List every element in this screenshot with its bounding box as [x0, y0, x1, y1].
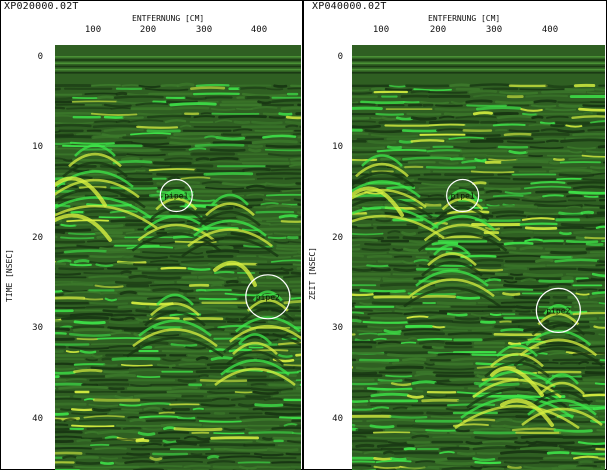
y-tick-label: 20 [332, 233, 343, 243]
y-tick-label: 40 [32, 414, 43, 424]
pipe-marker-label: pipe2 [256, 293, 280, 302]
pipe-marker: pipe1 [446, 178, 480, 213]
y-tick-label: 10 [32, 142, 43, 152]
radargram-panel-left: XP020000.02T ENTFERNUNG [CM] 100 200 300… [0, 0, 303, 470]
pipe-marker-circle [535, 287, 581, 333]
y-tick-label: 30 [332, 323, 343, 333]
file-id-label: XP040000.02T [312, 1, 387, 12]
radargram-plot-right: pipe1 pipe2 [352, 45, 605, 470]
pipe-marker-label: pipe1 [164, 191, 188, 200]
radargram-image: pipe1 pipe2 [55, 45, 301, 470]
radargram-image: pipe1 pipe2 [352, 45, 605, 470]
y-axis-title: TIME [NSEC] [5, 249, 14, 302]
pipe-marker-circle [446, 178, 480, 213]
radargram-panel-right: XP040000.02T ENTFERNUNG [CM] 100 200 300… [304, 0, 607, 470]
pipe-marker-label: pipe2 [546, 306, 570, 315]
y-tick-label: 0 [337, 52, 343, 62]
x-tick-label: 200 [139, 25, 157, 35]
pipe-marker-label: pipe1 [451, 191, 475, 200]
x-axis-title: ENTFERNUNG [CM] [428, 14, 501, 23]
y-tick-label: 30 [32, 323, 43, 333]
pipe-marker: pipe1 [159, 178, 193, 213]
y-axis-title: ZEIT [NSEC] [308, 247, 317, 300]
radargram-plot-left: pipe1 pipe2 [55, 45, 301, 470]
y-tick-label: 10 [332, 142, 343, 152]
pipe-marker: pipe2 [535, 287, 581, 333]
y-tick-label: 20 [32, 233, 43, 243]
x-tick-label: 100 [372, 25, 390, 35]
pipe-marker-circle [245, 274, 291, 320]
x-tick-label: 300 [195, 25, 213, 35]
y-tick-label: 40 [332, 414, 343, 424]
x-tick-label: 100 [84, 25, 102, 35]
y-tick-label: 0 [37, 52, 43, 62]
file-id-label: XP020000.02T [4, 1, 79, 12]
x-tick-label: 400 [250, 25, 268, 35]
x-tick-label: 300 [485, 25, 503, 35]
x-axis-title: ENTFERNUNG [CM] [132, 14, 205, 23]
x-tick-label: 400 [541, 25, 559, 35]
pipe-marker-circle [159, 178, 193, 213]
panel-divider [302, 0, 304, 470]
pipe-marker: pipe2 [245, 274, 291, 320]
x-tick-label: 200 [429, 25, 447, 35]
